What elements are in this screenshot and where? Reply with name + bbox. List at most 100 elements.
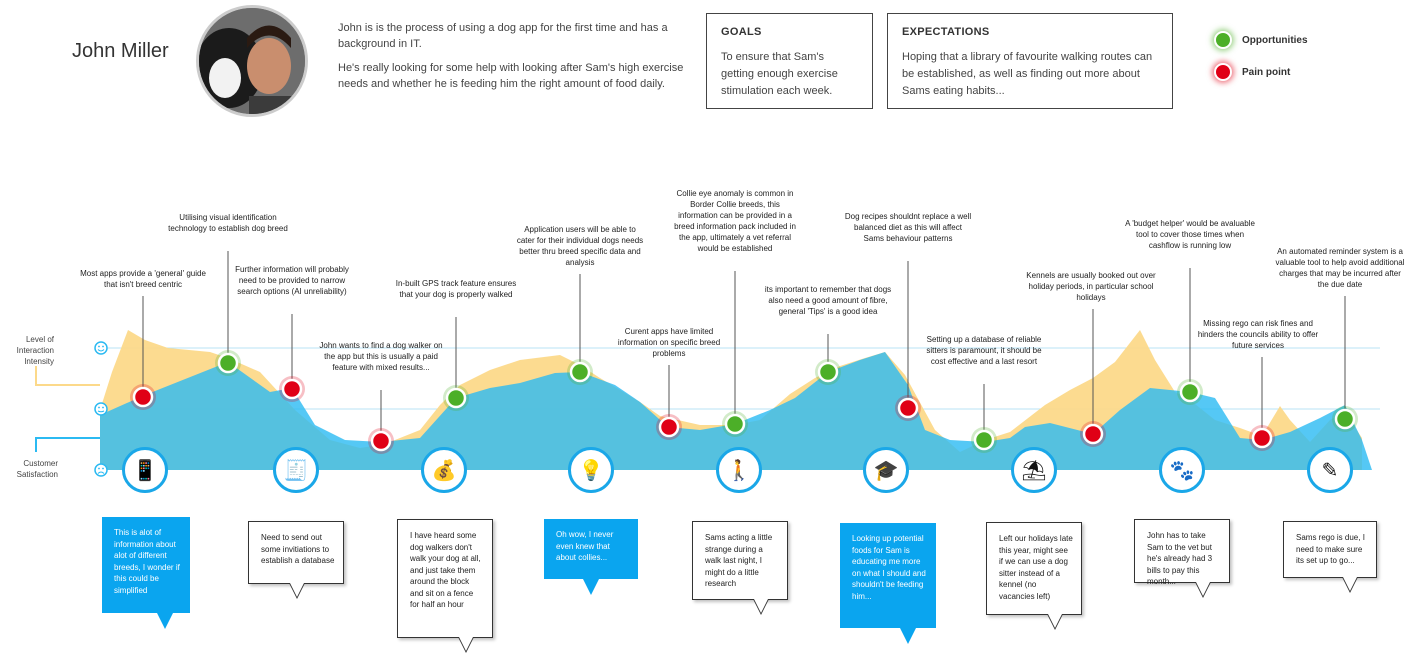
avatar-photo xyxy=(199,8,305,114)
face-outline xyxy=(94,463,108,477)
axis-label-interaction: Level of Interaction Intensity xyxy=(16,335,54,366)
chart-background xyxy=(35,330,1380,477)
opportunity-marker xyxy=(724,413,746,435)
goals-text: To ensure that Sam's getting enough exer… xyxy=(721,51,838,97)
quote-text: I have heard some dog walkers don't walk… xyxy=(410,531,481,609)
quote-bubble: Looking up potential foods for Sam is ed… xyxy=(840,523,936,644)
quote-bubble: Left our holidays late this year, might … xyxy=(986,522,1082,630)
quote-bubble: Need to send out some invitiations to es… xyxy=(248,521,344,599)
opportunity-annotation: Collie eye anomaly is common in Border C… xyxy=(674,189,796,253)
pain-point-marker xyxy=(1082,423,1104,445)
expectations-title: EXPECTATIONS xyxy=(902,26,990,38)
opportunity-annotation: In-built GPS track feature ensures that … xyxy=(395,279,517,299)
axis-bracket-interaction xyxy=(35,366,100,386)
lightbulb-icon: 💡 xyxy=(568,447,614,493)
quote-text: John has to take Sam to the vet but he's… xyxy=(1147,531,1213,586)
journey-markers xyxy=(130,350,1358,454)
pain-point-marker xyxy=(897,397,919,419)
goals-title: GOALS xyxy=(721,26,762,38)
annotation-lines xyxy=(142,251,1346,441)
face-eye xyxy=(98,345,100,348)
quote-text: This is alot of information about alot o… xyxy=(114,528,180,595)
quote-text: Left our holidays late this year, might … xyxy=(999,534,1073,601)
happy-face-icon xyxy=(94,341,108,355)
opportunity-marker xyxy=(817,361,839,383)
bubble-tail-fill xyxy=(458,637,473,651)
axis-bracket-satisfaction xyxy=(35,437,100,452)
bubble-tail xyxy=(899,628,916,644)
persona-avatar xyxy=(196,5,308,117)
quote-text: Looking up potential foods for Sam is ed… xyxy=(852,534,926,601)
face-outline xyxy=(94,341,108,355)
opportunity-dot-icon xyxy=(1214,31,1232,49)
face-eye xyxy=(102,345,104,348)
bio-paragraph: John is is the process of using a dog ap… xyxy=(338,22,668,50)
bubble-tail-fill xyxy=(290,583,304,597)
pain-point-marker xyxy=(132,386,154,408)
pain-point-annotation: Curent apps have limited information on … xyxy=(617,327,721,358)
quote-text: Sams rego is due, I need to make sure it… xyxy=(1296,533,1365,565)
opportunity-marker xyxy=(973,429,995,451)
money-bag-icon: 💰 xyxy=(421,447,467,493)
face-mouth xyxy=(97,349,105,352)
expectations-box: EXPECTATIONS Hoping that a library of fa… xyxy=(887,13,1173,109)
pain-point-marker xyxy=(370,430,392,452)
bubble-tail xyxy=(156,613,173,629)
pain-point-annotation: Kennels are usually booked out over holi… xyxy=(1026,271,1156,302)
quote-bubble: John has to take Sam to the vet but he's… xyxy=(1134,519,1230,598)
beach-umbrella-icon: ⛱ xyxy=(1011,447,1057,493)
bio-paragraph: He's really looking for some help with l… xyxy=(338,62,684,90)
goals-box: GOALS To ensure that Sam's getting enoug… xyxy=(706,13,873,109)
opportunity-marker xyxy=(1179,381,1201,403)
bubble-tail-fill xyxy=(1047,614,1062,628)
opportunity-annotation: Setting up a database of reliable sitter… xyxy=(926,335,1042,366)
opportunity-marker xyxy=(1334,408,1356,430)
face-outline xyxy=(94,402,108,416)
quote-bubble: Sams rego is due, I need to make sure it… xyxy=(1283,521,1377,593)
bubble-tail-fill xyxy=(1195,582,1210,596)
paw-medical-icon: 🐾 xyxy=(1159,447,1205,493)
bubble-tail xyxy=(583,579,599,595)
invoice-icon: 🧾 xyxy=(273,447,319,493)
face-mouth xyxy=(97,410,105,413)
face-eye xyxy=(102,406,104,409)
persona-name: John Miller xyxy=(72,40,169,62)
dog-walker-icon: 🚶 xyxy=(716,447,762,493)
bubble-tail-fill xyxy=(1343,577,1358,591)
quote-text: Sams acting a little strange during a wa… xyxy=(705,533,773,588)
opportunity-marker xyxy=(445,387,467,409)
pain-point-annotation: Most apps provide a 'general' guide that… xyxy=(80,269,206,289)
opportunity-annotation: its important to remember that dogs also… xyxy=(764,285,892,316)
legend-opportunities-label: Opportunities xyxy=(1242,34,1308,46)
quote-bubble: I have heard some dog walkers don't walk… xyxy=(397,519,493,653)
opportunity-annotation: An automated reminder system is a valuab… xyxy=(1275,247,1405,289)
quote-bubble: This is alot of information about alot o… xyxy=(102,517,190,629)
expectations-text: Hoping that a library of favourite walki… xyxy=(902,51,1153,97)
pain-point-annotation: Missing rego can risk fines and hinders … xyxy=(1197,319,1319,350)
face-eye xyxy=(102,467,104,470)
quote-text: Oh wow, I never even knew that about col… xyxy=(556,530,614,562)
pain-point-marker xyxy=(281,378,303,400)
opportunity-annotation: Utilising visual identification technolo… xyxy=(168,213,288,233)
neutral-face-icon xyxy=(94,402,108,416)
opportunity-annotation: A 'budget helper' would be avaluable too… xyxy=(1125,219,1255,250)
quote-bubble: Sams acting a little strange during a wa… xyxy=(692,521,788,615)
legend-pain-label: Pain point xyxy=(1242,66,1291,78)
pain-point-marker xyxy=(1251,427,1273,449)
opportunity-marker xyxy=(217,352,239,374)
pain-point-marker xyxy=(658,416,680,438)
axis-label-satisfaction: Customer Satisfaction xyxy=(16,459,58,479)
persona-bio: John is is the process of using a dog ap… xyxy=(338,20,688,100)
opportunity-marker xyxy=(569,361,591,383)
face-eye xyxy=(98,467,100,470)
pain-point-annotation: Further information will probably need t… xyxy=(235,265,349,296)
customer-satisfaction-area xyxy=(100,352,1372,470)
bubble-tail-fill xyxy=(753,599,768,613)
face-mouth xyxy=(97,471,105,474)
pain-dot-icon xyxy=(1214,63,1232,81)
legend-pain-point: Pain point xyxy=(1214,63,1290,81)
sad-face-icon xyxy=(94,463,108,477)
edit-icon: ✎ xyxy=(1307,447,1353,493)
graduation-cap-icon: 🎓 xyxy=(863,447,909,493)
